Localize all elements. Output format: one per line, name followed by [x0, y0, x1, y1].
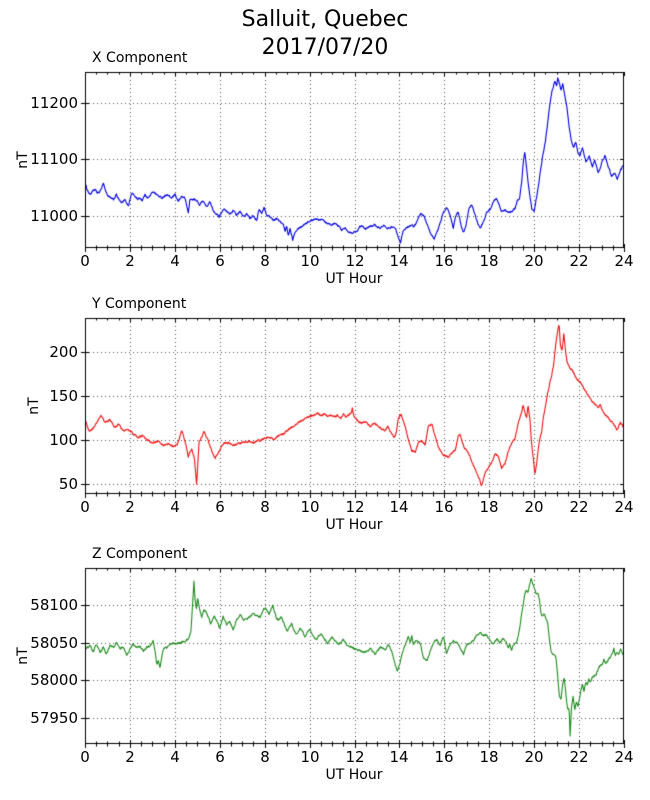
x-tick-label: 8 [260, 748, 270, 766]
x-axis-label-y: UT Hour [325, 517, 383, 533]
x-tick-label: 24 [614, 748, 634, 766]
x-tick-label: 22 [569, 748, 589, 766]
x-axis-label-z: UT Hour [325, 767, 383, 783]
x-tick-label: 18 [479, 498, 499, 516]
subplot-title-y: Y Component [92, 296, 187, 312]
x-tick-label: 6 [215, 252, 225, 270]
subplot-title-x: X Component [92, 50, 188, 66]
station-name: Salluit, Quebec [241, 7, 409, 32]
x-tick-label: 12 [345, 498, 365, 516]
x-tick-label: 6 [215, 498, 225, 516]
y-tick-label: 11000 [30, 207, 78, 225]
x-tick-label: 2 [125, 748, 135, 766]
x-tick-label: 18 [479, 748, 499, 766]
x-tick-label: 14 [389, 498, 409, 516]
x-tick-label: 4 [170, 252, 180, 270]
x-tick-label: 20 [524, 748, 544, 766]
y-tick-label: 150 [49, 387, 78, 405]
y-tick-label: 100 [49, 431, 78, 449]
x-axis-label-x: UT Hour [325, 271, 383, 287]
x-tick-label: 16 [434, 748, 454, 766]
x-tick-label: 4 [170, 498, 180, 516]
x-tick-label: 0 [80, 748, 90, 766]
x-tick-label: 12 [345, 252, 365, 270]
x-tick-label: 10 [300, 498, 320, 516]
x-tick-label: 2 [125, 498, 135, 516]
x-tick-label: 22 [569, 252, 589, 270]
y-tick-label: 11200 [30, 94, 78, 112]
x-tick-label: 10 [300, 748, 320, 766]
plot-date: 2017/07/20 [261, 35, 389, 60]
x-tick-label: 24 [614, 252, 634, 270]
x-tick-label: 20 [524, 498, 544, 516]
x-tick-label: 18 [479, 252, 499, 270]
x-tick-label: 16 [434, 252, 454, 270]
x-tick-label: 0 [80, 252, 90, 270]
y-tick-label: 57950 [30, 709, 78, 727]
x-tick-label: 14 [389, 748, 409, 766]
x-tick-label: 12 [345, 748, 365, 766]
x-tick-label: 2 [125, 252, 135, 270]
figure-title: Salluit, Quebec 2017/07/20 [0, 6, 650, 62]
x-tick-label: 22 [569, 498, 589, 516]
y-tick-label: 58100 [30, 596, 78, 614]
x-tick-label: 6 [215, 748, 225, 766]
x-tick-label: 16 [434, 498, 454, 516]
x-tick-label: 14 [389, 252, 409, 270]
y-tick-label: 58050 [30, 634, 78, 652]
x-tick-label: 8 [260, 252, 270, 270]
y-tick-label: 58000 [30, 671, 78, 689]
x-tick-label: 4 [170, 748, 180, 766]
subplot-title-z: Z Component [92, 546, 188, 562]
x-tick-label: 8 [260, 498, 270, 516]
x-tick-label: 10 [300, 252, 320, 270]
x-tick-label: 0 [80, 498, 90, 516]
x-tick-label: 24 [614, 498, 634, 516]
x-tick-label: 20 [524, 252, 544, 270]
y-tick-label: 50 [58, 475, 78, 493]
y-tick-label: 11100 [30, 150, 78, 168]
y-tick-label: 200 [49, 343, 78, 361]
